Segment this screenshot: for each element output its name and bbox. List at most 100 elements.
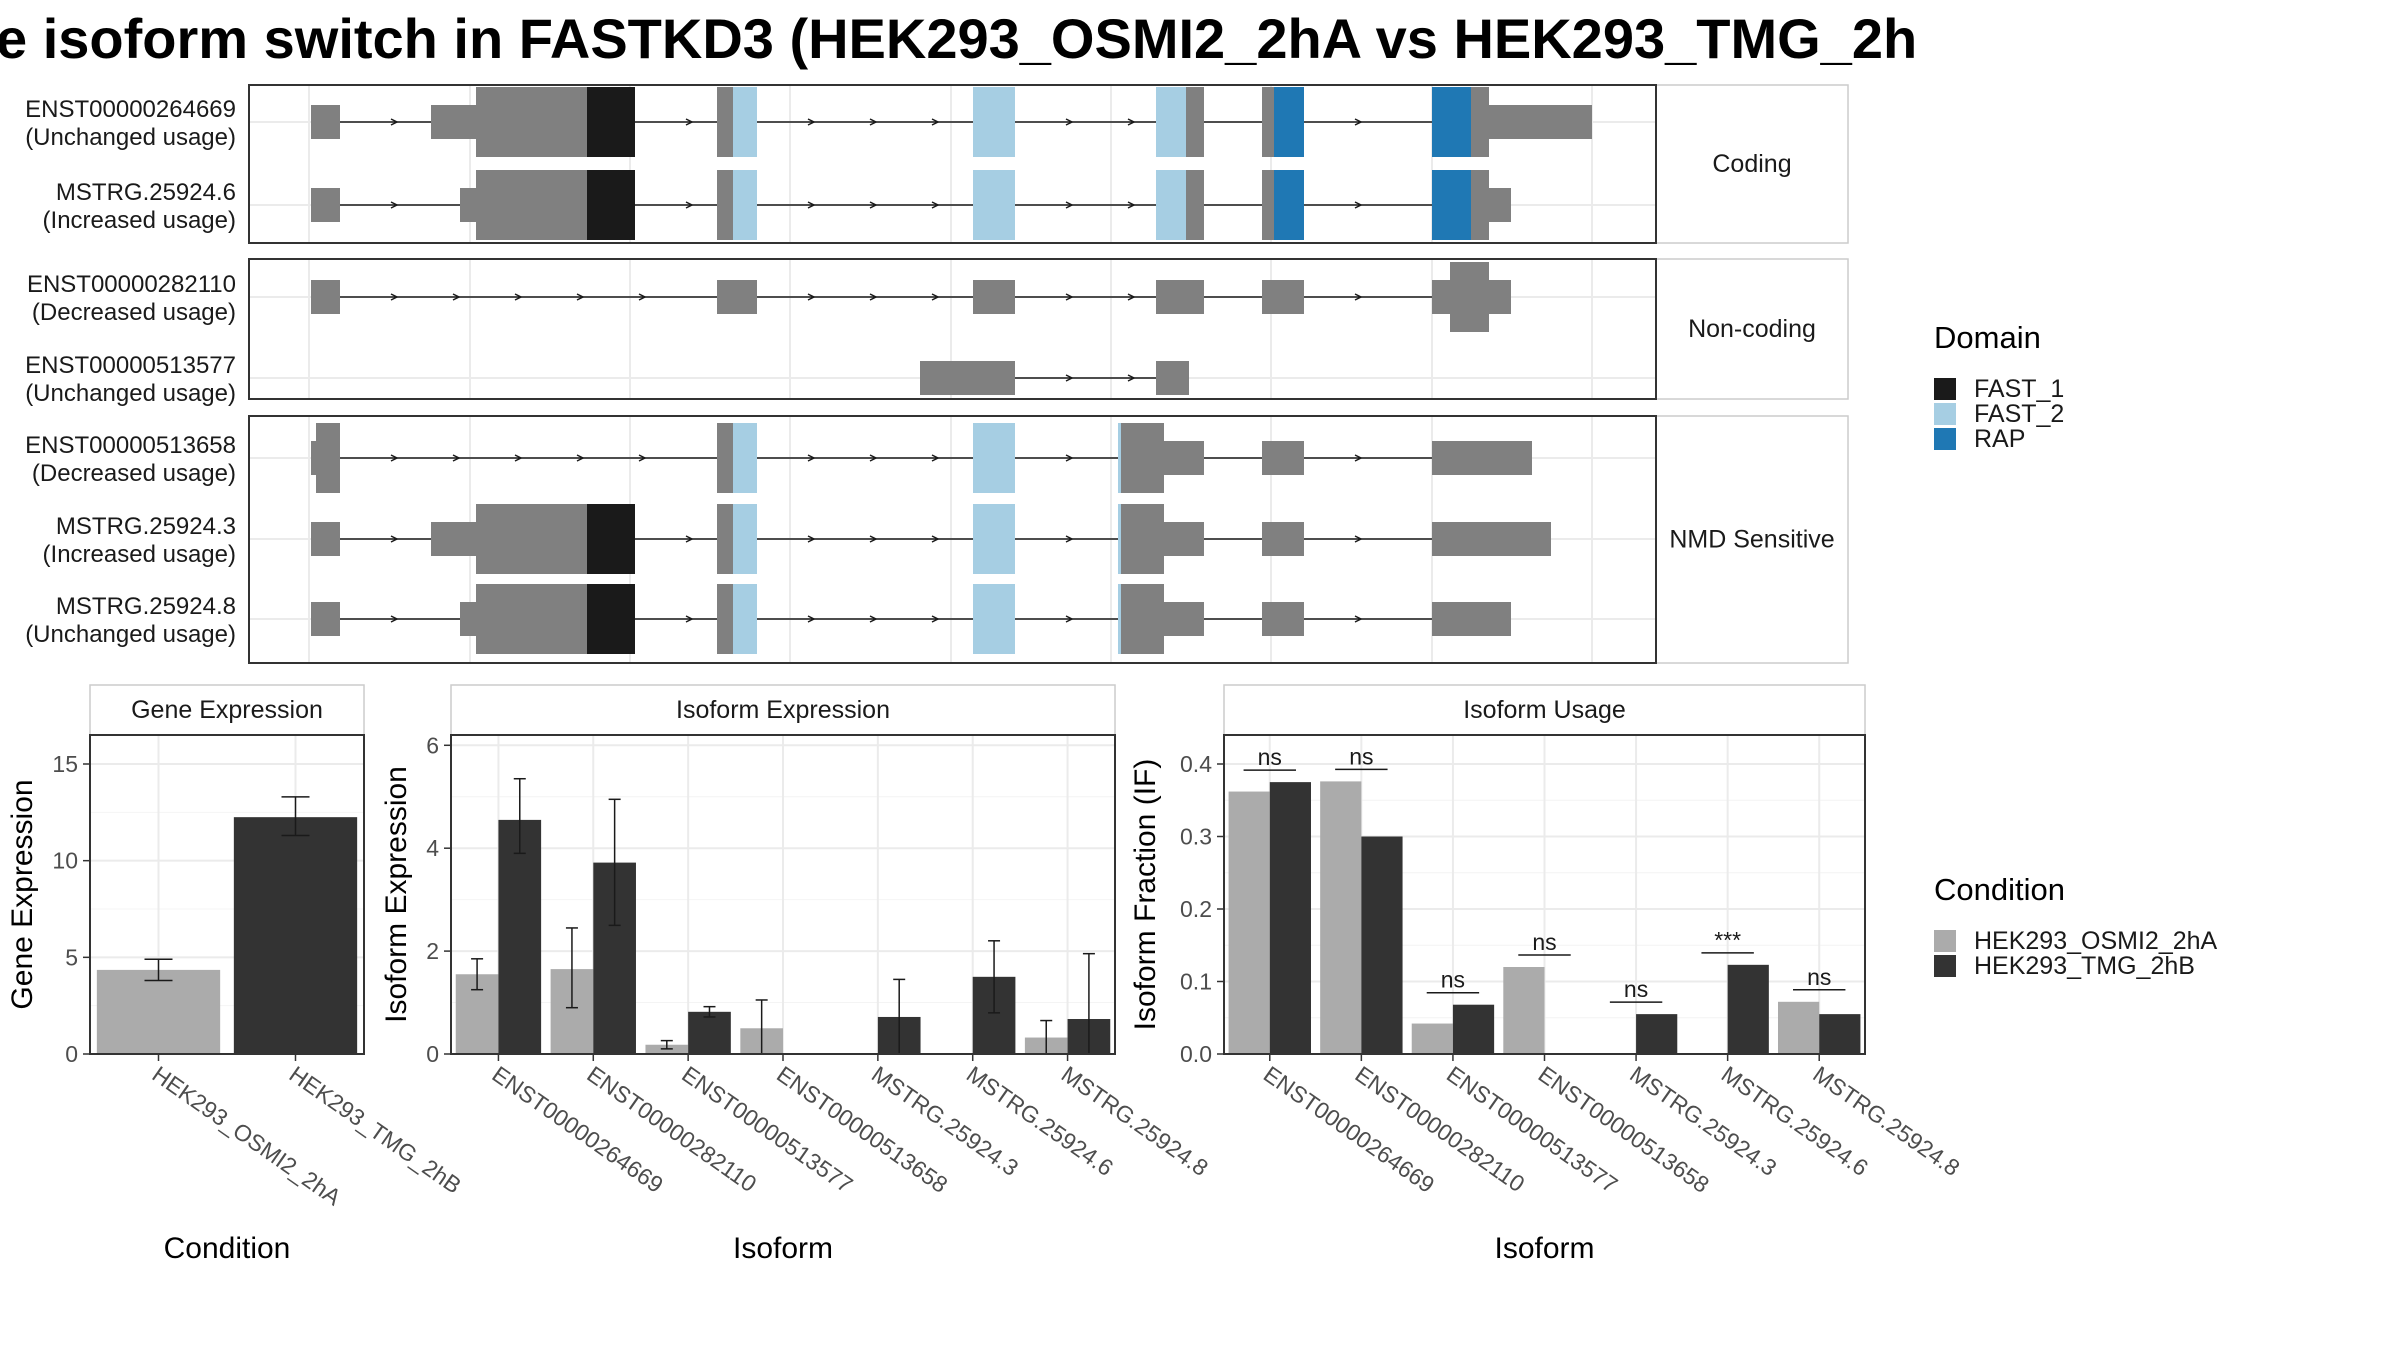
bar — [1320, 781, 1362, 1054]
exon — [1262, 87, 1274, 157]
intron-arrow — [869, 293, 878, 301]
rap-domain — [1432, 87, 1471, 157]
panel-strip — [89, 684, 365, 736]
exon — [1432, 522, 1551, 556]
x-tick-label: ENST00000264669 — [1259, 1061, 1439, 1198]
intron-arrow — [931, 201, 940, 209]
intron-arrow — [452, 293, 461, 301]
intron-arrow — [807, 118, 816, 126]
exon — [1471, 170, 1489, 240]
fast2-domain — [1156, 87, 1186, 157]
intron-arrow — [1065, 374, 1074, 382]
intron-arrow — [1354, 535, 1363, 543]
intron-arrow — [390, 118, 399, 126]
y-tick-label: 4 — [426, 835, 439, 861]
fast1-domain — [587, 584, 635, 654]
intron-arrow — [685, 118, 694, 126]
fast2-domain — [733, 87, 757, 157]
bar — [1727, 964, 1769, 1054]
x-tick-label: MSTRG.25924.8 — [1808, 1061, 1964, 1181]
plot-border — [450, 734, 1116, 1055]
bar — [1228, 791, 1270, 1054]
y-tick-label: 0 — [426, 1041, 439, 1067]
bar — [1778, 1001, 1820, 1054]
x-tick-label: ENST00000513658 — [772, 1061, 952, 1198]
bar — [96, 969, 221, 1054]
x-tick-label: ENST00000513658 — [1534, 1061, 1714, 1198]
transcript-id-label: ENST00000513658 — [25, 432, 236, 459]
legend-swatch — [1934, 428, 1956, 450]
x-axis-title: Isoform — [1494, 1232, 1594, 1265]
intron-arrow — [869, 535, 878, 543]
plot-border — [89, 734, 365, 1055]
intron-arrow — [1354, 615, 1363, 623]
intron-arrow — [390, 615, 399, 623]
exon — [1262, 170, 1274, 240]
significance-label: ns — [1807, 964, 1831, 990]
fast2-domain — [733, 504, 757, 574]
intron-arrow — [931, 454, 940, 462]
y-tick-label: 15 — [52, 751, 78, 777]
intron-arrow — [807, 535, 816, 543]
y-tick-label: 0 — [65, 1041, 78, 1067]
y-tick-label: 5 — [65, 944, 78, 970]
panel-title: Gene Expression — [131, 696, 323, 724]
exon — [1186, 87, 1204, 157]
intron-arrow — [685, 201, 694, 209]
rap-domain — [1274, 170, 1304, 240]
intron-arrow — [931, 615, 940, 623]
exon — [717, 87, 733, 157]
exon — [1156, 361, 1189, 395]
intron-arrow — [390, 293, 399, 301]
exon — [316, 423, 340, 493]
x-tick-label: ENST00000282110 — [582, 1061, 761, 1197]
exon — [431, 105, 476, 139]
intron-arrow — [685, 535, 694, 543]
exon — [1186, 170, 1204, 240]
isoform-usage-panel: Isoform Usage 0.0 0.1 0.2 0.3 0.4 ENST00000264… — [1129, 684, 1965, 1265]
intron-arrow — [931, 293, 940, 301]
bar — [1269, 782, 1311, 1054]
legend-swatch — [1934, 403, 1956, 425]
intron-arrow — [1065, 201, 1074, 209]
y-tick-label: 2 — [426, 938, 439, 964]
exon — [476, 87, 587, 157]
significance-label: ns — [1258, 744, 1282, 770]
x-tick-label: ENST00000513577 — [1442, 1061, 1622, 1198]
exon — [717, 584, 733, 654]
fast2-domain — [973, 423, 1015, 493]
exon — [311, 188, 340, 222]
intron-arrow — [1354, 454, 1363, 462]
intron-arrow — [638, 454, 647, 462]
intron-arrow — [514, 454, 523, 462]
transcript-usage-label: (Increased usage) — [43, 207, 236, 234]
legend-swatch — [1934, 955, 1956, 977]
exon — [1121, 504, 1164, 574]
panel-strip — [1223, 684, 1866, 736]
intron-arrow — [807, 454, 816, 462]
transcript-id-label: MSTRG.25924.6 — [56, 179, 236, 206]
intron-arrow — [576, 454, 585, 462]
intron-arrow — [869, 454, 878, 462]
intron-arrow — [1127, 201, 1136, 209]
isoform-expression-panel: Isoform Expression0246ENST00000264669ENS… — [380, 684, 1213, 1265]
transcript-usage-label: (Decreased usage) — [32, 460, 236, 487]
group-strip-label: Non-coding — [1688, 315, 1816, 343]
y-axis-title: Isoform Fraction (IF) — [1129, 759, 1162, 1031]
intron-arrow — [390, 454, 399, 462]
group-strip — [1655, 415, 1849, 664]
intron-arrow — [685, 615, 694, 623]
exon — [476, 584, 587, 654]
structure-panel-border — [248, 84, 1657, 244]
exon — [476, 170, 587, 240]
significance-label: ns — [1624, 976, 1648, 1002]
y-tick-label: 10 — [52, 848, 78, 874]
bar — [1361, 836, 1403, 1054]
intron-arrow — [1065, 118, 1074, 126]
exon — [311, 602, 340, 636]
y-tick-label: 0.1 — [1180, 969, 1212, 995]
y-tick-label: 0.4 — [1180, 751, 1212, 777]
exon — [1262, 280, 1304, 314]
transcript-structure-plot: Coding Non-coding NMD Sensitive ENST0000026… — [25, 84, 1849, 664]
x-axis-title: Condition — [164, 1232, 291, 1265]
